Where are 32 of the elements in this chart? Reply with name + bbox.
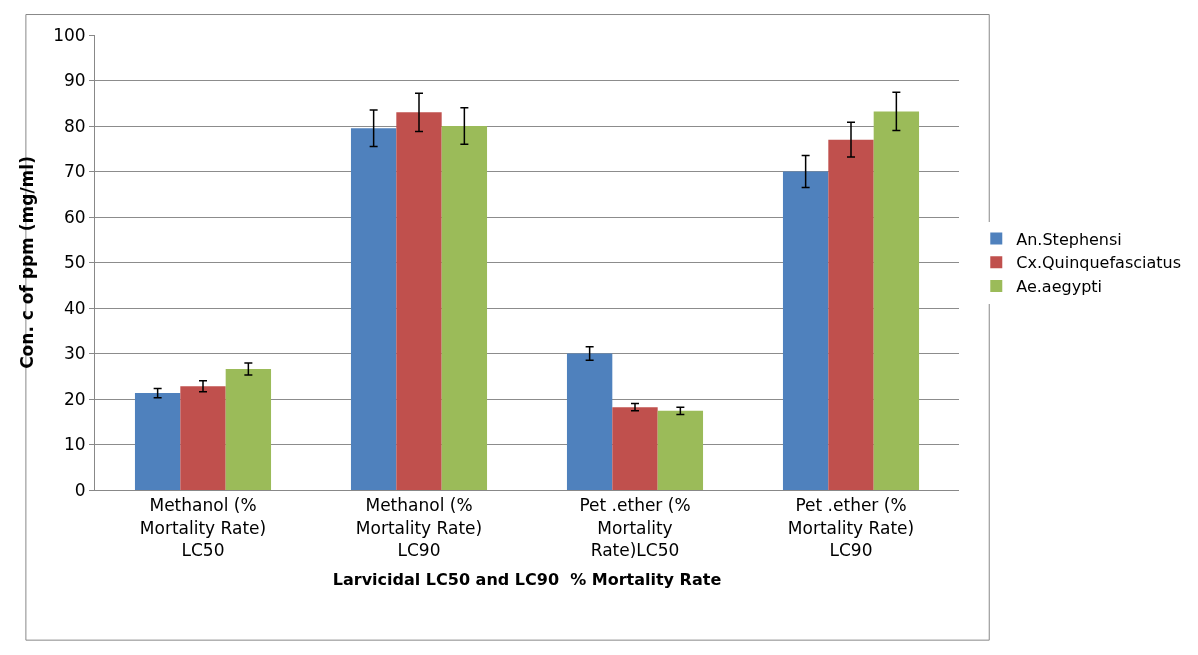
bar: [350, 128, 397, 490]
y-tick-label: 30: [63, 343, 86, 364]
bar: [873, 111, 920, 490]
y-tick-label: 60: [63, 206, 86, 227]
bar: [828, 139, 874, 490]
y-tick-label: 0: [74, 479, 86, 500]
legend-label: An.Stephensi: [1016, 229, 1122, 249]
y-axis-title: Con. c of ppm (mg/ml): [16, 156, 37, 369]
bar: [441, 126, 488, 490]
bar: [782, 171, 829, 490]
x-tick-label: Methanol (% Mortality Rate) LC90: [355, 495, 483, 560]
bar: [657, 410, 704, 490]
bar: [225, 368, 272, 490]
legend-label: Ae.aegypti: [1016, 277, 1103, 297]
y-tick-label: 10: [63, 434, 86, 455]
y-tick-label: 70: [63, 161, 86, 182]
x-tick-label: Pet .ether (% Mortality Rate)LC50: [579, 495, 691, 560]
x-tick-label: Methanol (% Mortality Rate) LC50: [139, 495, 267, 560]
y-tick-label: 100: [53, 24, 86, 45]
bar: [396, 112, 442, 490]
bar: [566, 353, 613, 490]
x-axis-title: Larvicidal LC50 and LC90 % Mortality Rate: [332, 570, 722, 590]
y-tick-label: 20: [63, 388, 86, 409]
y-tick-label: 90: [63, 70, 86, 91]
bar: [180, 386, 226, 490]
y-tick-label: 40: [63, 297, 86, 318]
bar: [612, 407, 658, 490]
legend-label: Cx.Quinquefasciatus: [1016, 253, 1182, 273]
bar: [134, 393, 181, 490]
y-tick-label: 50: [63, 252, 86, 273]
x-tick-label: Pet .ether (% Mortality Rate) LC90: [787, 495, 915, 560]
y-tick-label: 80: [63, 115, 86, 136]
